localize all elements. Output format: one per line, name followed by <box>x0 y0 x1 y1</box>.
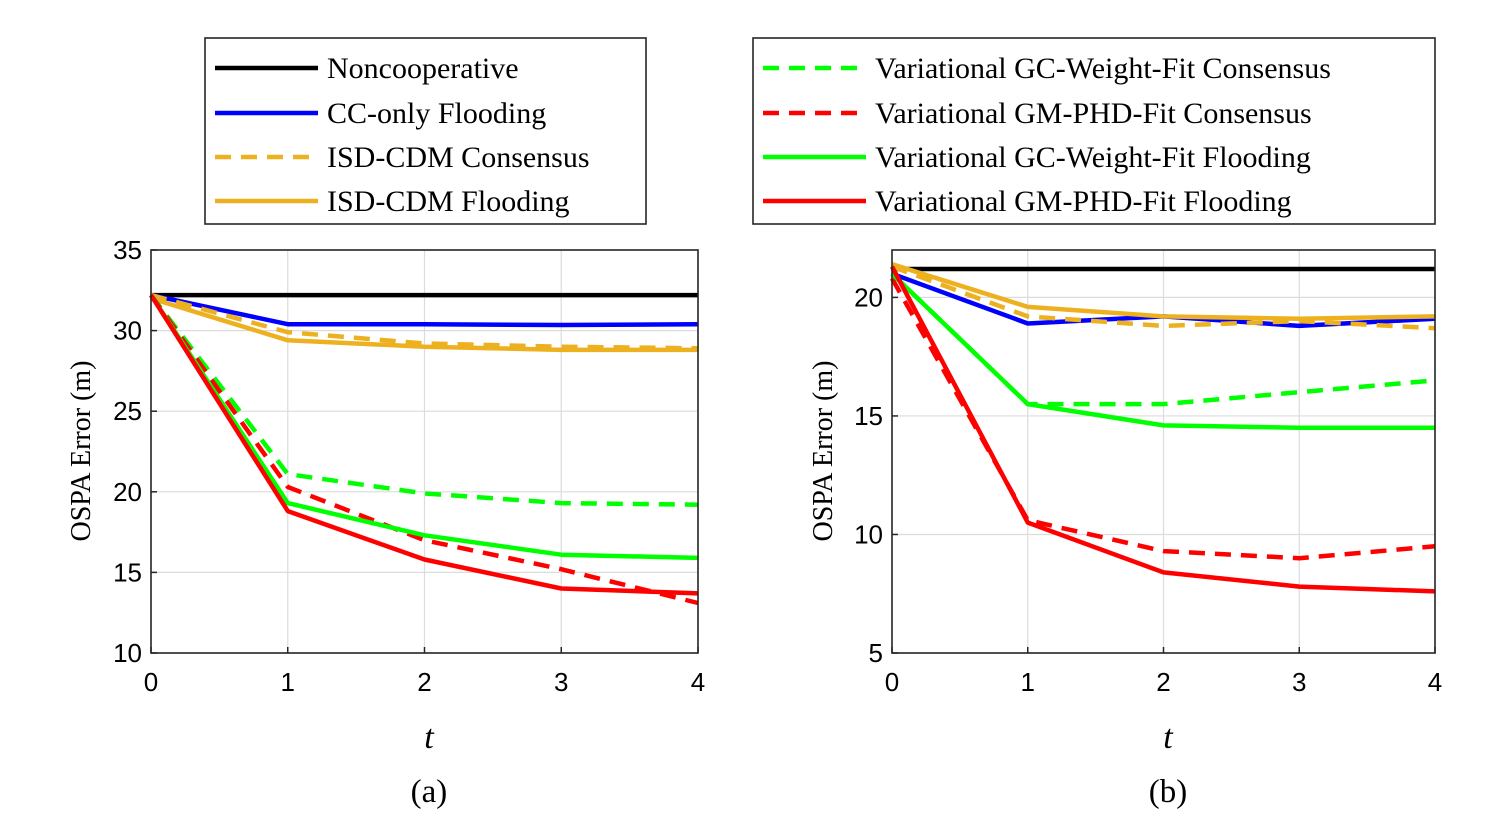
series-a-5 <box>149 293 699 606</box>
series-a-7 <box>149 293 699 596</box>
legend-right-label-0: Variational GC-Weight-Fit Consensus <box>875 52 1331 85</box>
series-a-6 <box>149 293 699 561</box>
y-tick-label-a-2: 20 <box>113 477 142 507</box>
y-axis-label-b: OSPA Error (m) <box>808 361 839 542</box>
x-tick-label-a-0: 0 <box>144 667 158 697</box>
x-tick-label-a-2: 2 <box>417 667 431 697</box>
y-tick-label-b-3: 20 <box>854 282 883 312</box>
x-tick-label-b-0: 0 <box>885 667 899 697</box>
series-a-3 <box>150 296 698 353</box>
y-tick-label-a-5: 35 <box>113 235 142 265</box>
chart-panel-a: 0 1 2 3 4 10 15 20 25 30 35 OSPA Error (m) t (a) <box>66 235 705 810</box>
legend-left-label-1: CC-only Flooding <box>327 97 546 130</box>
legend-left-label-3: ISD-CDM Flooding <box>327 185 570 218</box>
legend-right-label-1: Variational GM-PHD-Fit Consensus <box>875 97 1312 130</box>
y-axis-label-a: OSPA Error (m) <box>66 361 97 542</box>
x-tick-label-b-3: 3 <box>1292 667 1306 697</box>
y-tick-label-a-0: 10 <box>113 638 142 668</box>
series-a-4 <box>149 293 699 507</box>
y-tick-label-a-3: 25 <box>113 396 142 426</box>
y-tick-label-b-1: 10 <box>854 519 883 549</box>
series-b-3 <box>891 262 1436 321</box>
x-axis-label-a: t <box>424 719 435 756</box>
series-b-7 <box>890 265 1436 594</box>
y-tick-label-b-0: 5 <box>869 638 883 668</box>
series-a-1 <box>150 292 699 328</box>
legend-left-label-0: Noncooperative <box>327 52 519 85</box>
legend-left: Noncooperative CC-only Flooding ISD-CDM Co… <box>204 37 647 225</box>
series-b-6 <box>890 272 1435 431</box>
x-tick-label-b-4: 4 <box>1428 667 1442 697</box>
legend-right: Variational GC-Weight-Fit Consensus Varia… <box>752 37 1436 225</box>
series-b-4 <box>890 272 1436 407</box>
x-tick-label-a-3: 3 <box>554 667 568 697</box>
caption-b: (b) <box>1149 774 1187 810</box>
y-tick-label-a-4: 30 <box>113 316 142 346</box>
x-axis-label-b: t <box>1163 719 1174 756</box>
y-tick-label-a-1: 15 <box>113 557 142 587</box>
caption-a: (a) <box>411 774 448 810</box>
x-tick-label-b-2: 2 <box>1156 667 1170 697</box>
chart-panel-b: 0 1 2 3 4 5 10 15 20 OSPA Error (m) t (b) <box>808 249 1442 810</box>
x-tick-label-a-4: 4 <box>691 667 705 697</box>
x-tick-label-b-1: 1 <box>1021 667 1035 697</box>
x-tick-label-a-1: 1 <box>281 667 295 697</box>
legend-right-label-2: Variational GC-Weight-Fit Flooding <box>875 141 1311 174</box>
legend-right-box <box>752 37 1436 225</box>
legend-left-label-2: ISD-CDM Consensus <box>327 141 590 174</box>
y-tick-label-b-2: 15 <box>854 401 883 431</box>
legend-right-label-3: Variational GM-PHD-Fit Flooding <box>875 185 1292 218</box>
